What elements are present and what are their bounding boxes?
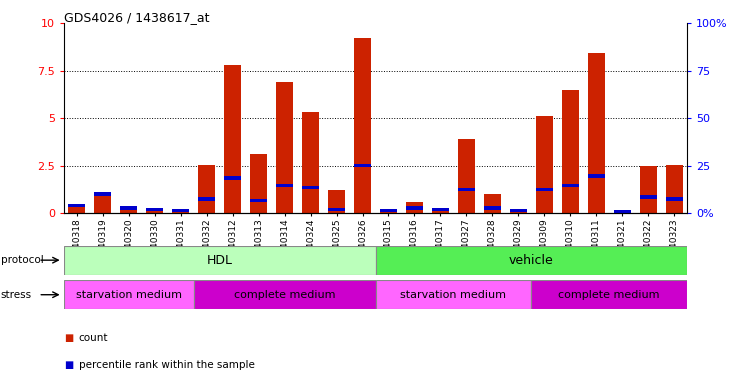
Bar [510, 209, 526, 213]
Bar [250, 154, 267, 213]
Bar [380, 209, 397, 212]
Bar [225, 65, 241, 213]
Bar [536, 188, 553, 191]
Text: starvation medium: starvation medium [400, 290, 506, 300]
Bar [532, 280, 687, 309]
Bar [302, 113, 319, 213]
Bar [328, 208, 345, 212]
Bar [484, 206, 501, 210]
Bar [406, 206, 423, 210]
Text: complete medium: complete medium [559, 290, 660, 300]
Bar [250, 199, 267, 202]
Bar [458, 139, 475, 213]
Bar [225, 176, 241, 180]
Bar [665, 165, 683, 213]
Bar [146, 209, 163, 213]
Text: ■: ■ [64, 360, 73, 370]
Bar [120, 207, 137, 213]
Bar [562, 89, 579, 213]
Bar [536, 116, 553, 213]
Bar [484, 194, 501, 213]
Text: stress: stress [1, 290, 32, 300]
Text: vehicle: vehicle [509, 254, 553, 266]
Text: protocol: protocol [1, 255, 44, 265]
Text: GDS4026 / 1438617_at: GDS4026 / 1438617_at [64, 12, 210, 25]
Bar [562, 184, 579, 187]
Bar [68, 205, 86, 213]
Bar [376, 280, 532, 309]
Bar [432, 208, 449, 212]
Bar [614, 210, 631, 213]
Bar [276, 82, 293, 213]
Bar [198, 197, 215, 200]
Bar [276, 184, 293, 187]
Bar [328, 190, 345, 213]
Bar [376, 246, 687, 275]
Text: ■: ■ [64, 333, 73, 343]
Bar [194, 280, 376, 309]
Bar [68, 204, 86, 207]
Bar [588, 53, 605, 213]
Bar [120, 206, 137, 210]
Bar [458, 188, 475, 191]
Bar [432, 209, 449, 213]
Bar [640, 166, 656, 213]
Text: starvation medium: starvation medium [76, 290, 182, 300]
Text: HDL: HDL [207, 254, 233, 266]
Bar [665, 197, 683, 200]
Bar [172, 209, 189, 212]
Text: complete medium: complete medium [234, 290, 336, 300]
Bar [510, 209, 526, 212]
Bar [354, 38, 371, 213]
Bar [588, 174, 605, 178]
Bar [64, 246, 376, 275]
Bar [406, 202, 423, 213]
Bar [614, 212, 631, 213]
Bar [302, 186, 319, 189]
Bar [64, 280, 194, 309]
Bar [146, 208, 163, 212]
Text: percentile rank within the sample: percentile rank within the sample [79, 360, 255, 370]
Bar [172, 210, 189, 213]
Bar [198, 165, 215, 213]
Bar [354, 164, 371, 167]
Bar [95, 192, 111, 196]
Text: count: count [79, 333, 108, 343]
Bar [380, 210, 397, 213]
Bar [95, 194, 111, 213]
Bar [640, 195, 656, 199]
